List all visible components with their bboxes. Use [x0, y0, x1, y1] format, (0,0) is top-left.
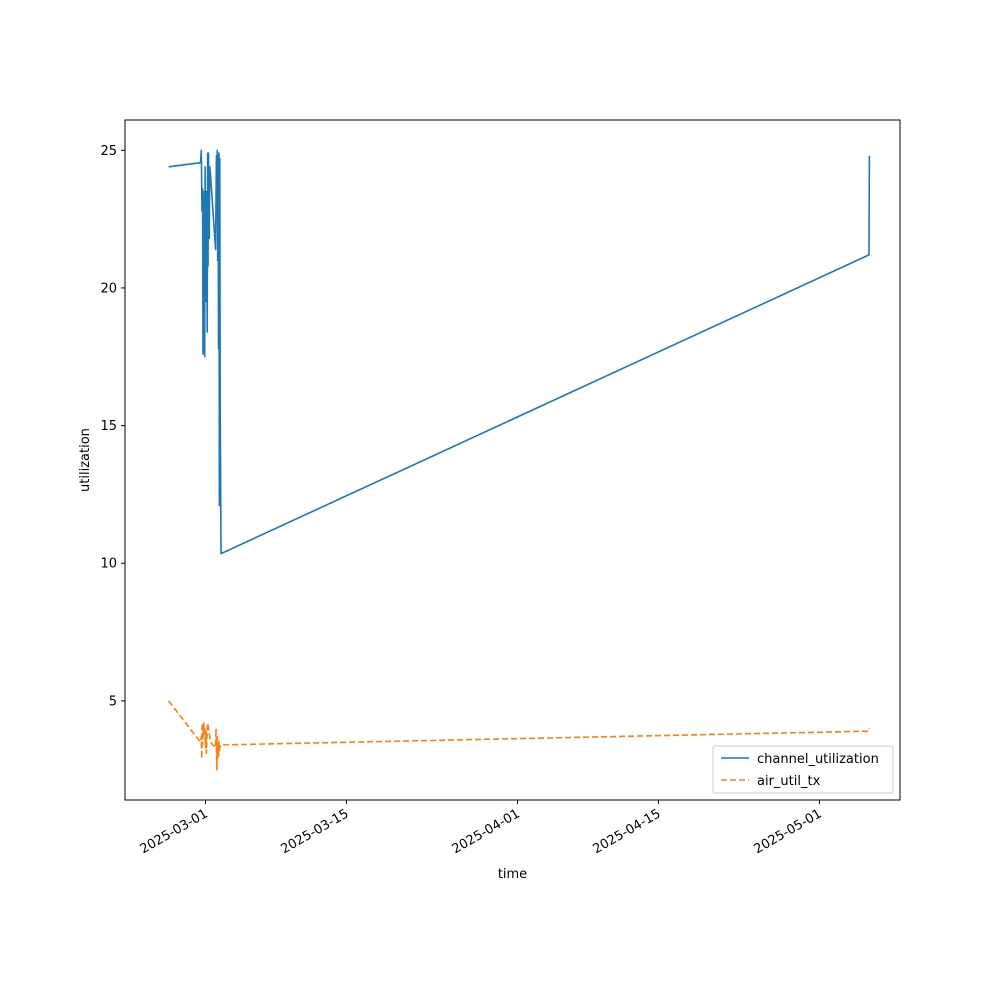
legend-label-channel-utilization: channel_utilization	[757, 752, 879, 767]
x-axis-label: time	[498, 867, 527, 882]
legend-label-air-util-tx: air_util_tx	[757, 774, 821, 789]
y-tick-label: 25	[100, 144, 117, 159]
y-tick-label: 5	[109, 694, 117, 709]
y-axis-label: utilization	[78, 428, 93, 492]
y-axis-ticks: 5 10 15 20 25	[100, 144, 125, 709]
x-tick-label: 2025-03-15	[278, 806, 351, 857]
legend-box	[712, 745, 894, 794]
y-tick-label: 10	[100, 557, 117, 572]
series-line-channel-utilization	[168, 149, 871, 555]
y-tick-label: 15	[100, 419, 117, 434]
legend: channel_utilization air_util_tx	[712, 745, 894, 794]
series-line-air-util-tx	[167, 700, 871, 771]
x-tick-label: 2025-04-01	[450, 806, 523, 857]
x-axis-ticks: 2025-03-01 2025-03-15 2025-04-01 2025-04-15…	[138, 800, 825, 857]
x-tick-label: 2025-05-01	[752, 806, 825, 857]
x-tick-label: 2025-03-01	[138, 806, 211, 857]
axes-frame	[124, 119, 901, 801]
x-tick-label: 2025-04-15	[591, 806, 664, 857]
series-layer	[167, 149, 871, 771]
y-tick-label: 20	[100, 281, 117, 296]
